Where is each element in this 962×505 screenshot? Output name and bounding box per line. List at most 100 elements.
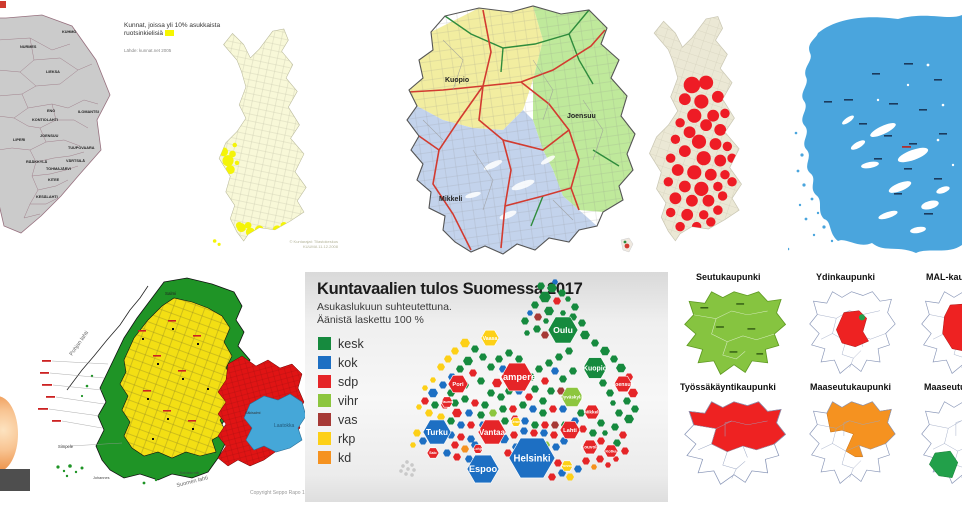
svg-text:Kuopio: Kuopio [445,77,469,84]
svg-text:KONTIOLAHTI: KONTIOLAHTI [32,118,58,122]
sixmaps-graphic [684,291,962,485]
svg-text:Salmi: Salmi [165,291,176,296]
svg-text:TUUPOVAARA: TUUPOVAARA [68,146,95,150]
place-label-marks [824,63,947,215]
legend-item: kd [318,448,364,467]
legend-label: kd [338,450,352,465]
svg-text:Joensuu: Joensuu [567,113,596,120]
svg-text:NURMES: NURMES [20,45,37,49]
svg-text:Kotka: Kotka [605,448,617,453]
leader-lines [48,360,123,447]
town-dots [142,328,209,440]
svg-text:Copyright Seppo Rapo 13.07.200: Copyright Seppo Rapo 13.07.2001 [250,490,307,496]
svg-text:TOHMAJÄRVI: TOHMAJÄRVI [46,167,71,171]
svg-text:LIEKSA: LIEKSA [46,70,60,74]
svg-text:Kuopio: Kuopio [583,365,607,372]
svg-text:Laatokka: Laatokka [274,423,295,429]
legend-item: kok [318,353,364,372]
blue-map-graphic [788,15,962,253]
image-fragment-orange [0,396,18,472]
municipality-labels: KUHMO NURMES LIEKSA ENO ILOMANTSI KONTIOLAHTI… [13,30,99,199]
map-label-seutukaupunki: Seutukaupunki [696,272,761,282]
svg-text:Turku: Turku [426,428,448,437]
svg-text:Käkisalmi: Käkisalmi [245,411,261,415]
map-label-ydinkaupunki: Ydinkaupunki [816,272,876,282]
legend-label: vihr [338,393,359,408]
svg-text:KESÄLAHTI: KESÄLAHTI [36,195,58,199]
svg-text:Pohjan lahti: Pohjan lahti [69,330,90,357]
svg-text:ILOMANTSI: ILOMANTSI [78,110,99,114]
thumbnail-swedish-municipalities-map[interactable]: Kunnat, joissa yli 10% asukkaista ruotsi… [122,18,340,266]
legend-color-chip [318,413,331,426]
map-caption: © Kuntarajat: Tilastokeskus KUUMA 11.12.2… [289,239,338,249]
map-source: Lähde: kunnat.net 2005 [124,48,172,53]
legend-item: sdp [318,372,364,391]
thumbnail-karelia-map[interactable]: Salmi Laatokka Käkisalmi Simpele Johannes Koi… [12,268,307,505]
legend-item: rkp [318,429,364,448]
svg-text:VÄRTSILÄ: VÄRTSILÄ [66,159,85,163]
legend-color-chip [318,451,331,464]
thumbnail-red-municipalities-map[interactable] [640,5,758,263]
map-label-tyossakaynti: Työssäkäyntikaupunki [680,382,776,392]
party-legend: kesk kok sdp vihr vas rkp kd [318,334,364,467]
archipelago-dots [788,111,842,251]
svg-text:Vaasa: Vaasa [483,336,498,342]
svg-text:Porvoo: Porvoo [561,464,573,468]
svg-text:Rauma: Rauma [441,400,453,404]
red-place-label-mark [902,146,911,148]
svg-text:JOENSUU: JOENSUU [40,134,59,138]
thumbnail-blue-region-map[interactable] [788,5,962,263]
legend-item: vihr [318,391,364,410]
svg-text:Vantaa: Vantaa [479,428,506,437]
north-karelia-map-graphic: KUHMO NURMES LIEKSA ENO ILOMANTSI KONTIOLAHTI… [0,14,111,234]
svg-text:Lahti: Lahti [563,428,577,434]
image-fragment-gray [0,469,30,491]
svg-text:Mikkeli: Mikkeli [584,410,599,415]
legend-label: rkp [338,431,356,446]
legend-color-chip [318,356,331,369]
svg-text:Oulu: Oulu [553,325,573,335]
svg-text:Kouvola: Kouvola [581,445,600,450]
legend-label: sdp [338,374,359,389]
thumbnail-north-karelia-map[interactable]: KUHMO NURMES LIEKSA ENO ILOMANTSI KONTIOLAHTI… [0,0,118,245]
legend-item: kesk [318,334,364,353]
map-label-maaseutukunta: Maaseutuku [924,382,962,392]
legend-color-chip [318,432,331,445]
legend-label: kok [338,355,358,370]
road-map-graphic: Kuopio Joensuu Mikkeli [406,5,636,255]
legend-label: vas [338,412,358,427]
cartogram-title: Kuntavaalien tulos Suomessa 2017 [317,280,583,298]
svg-text:Joensuu: Joensuu [612,382,633,388]
thumbnail-election-cartogram[interactable]: Kuntavaalien tulos Suomessa 2017 Asukasl… [305,272,668,502]
svg-text:Johannes: Johannes [93,476,110,480]
cartogram-subtitle: Asukaslukuun suhteutettuna. Äänistä laske… [317,301,452,326]
hex-cartogram-graphic: Helsinki Espoo Vantaa Turku Tampere Oulu Kuopi… [399,279,639,484]
highlighted-municipalities [663,75,737,232]
map-label-mal: MAL-kaup [926,272,962,282]
svg-text:Jyväskylä: Jyväskylä [561,395,583,400]
svg-text:LIPERI: LIPERI [13,138,25,142]
svg-text:RÄÄKKYLÄ: RÄÄKKYLÄ [26,160,48,164]
thumbnail-road-map[interactable]: Kuopio Joensuu Mikkeli [383,0,641,266]
legend-color-chip [318,394,331,407]
svg-text:KUHMO: KUHMO [62,30,76,34]
yellow-legend-swatch [165,29,175,36]
karelia-map-graphic: Salmi Laatokka Käkisalmi Simpele Johannes Koi… [12,277,307,496]
red-label-marks [38,320,201,422]
map-label-maaseutukaupunki: Maaseutukaupunki [810,382,892,392]
svg-text:Simpele: Simpele [58,444,74,449]
svg-text:Helsinki: Helsinki [513,453,550,464]
svg-text:KITEE: KITEE [48,178,60,182]
svg-text:Koivisto mlk: Koivisto mlk [180,471,199,475]
coastline [66,285,149,391]
svg-text:Pori: Pori [452,382,464,388]
legend-item: vas [318,410,364,429]
svg-text:Lohja: Lohja [473,447,482,451]
legend-label: kesk [338,336,364,351]
thumbnail-city-classification-maps[interactable]: Seutukaupunki Ydinkaupunki MAL-kaup Työs… [674,268,962,505]
finland-map-graphic [212,28,307,246]
image-fragment-topleft [0,1,6,8]
svg-text:Espoo: Espoo [469,464,498,474]
svg-text:Mikkeli: Mikkeli [439,196,462,203]
